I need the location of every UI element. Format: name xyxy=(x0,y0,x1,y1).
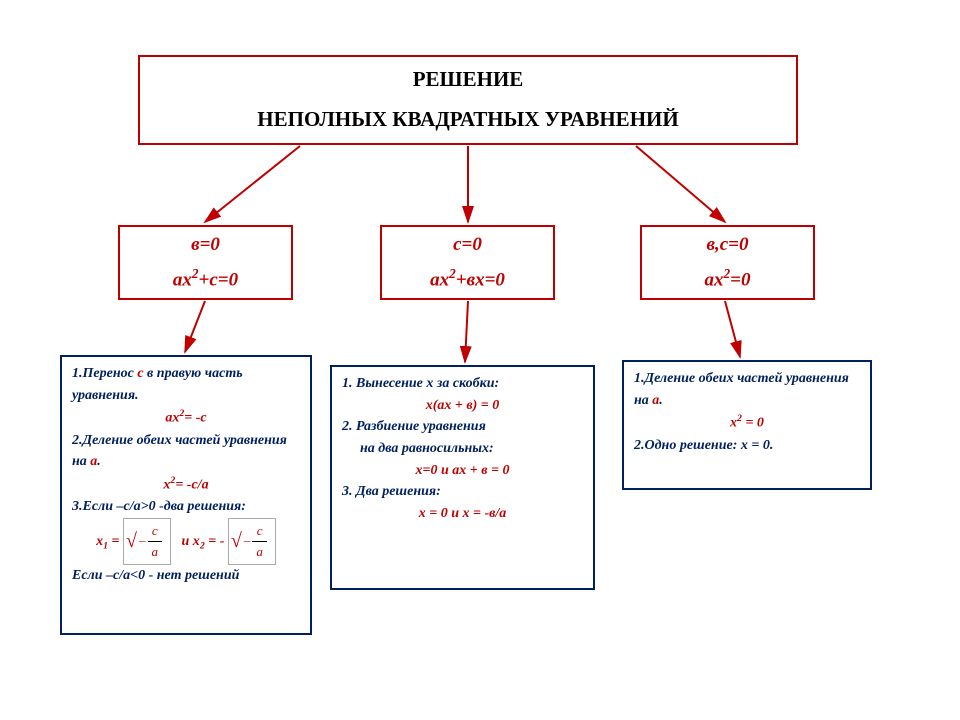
title-box: РЕШЕНИЕ НЕПОЛНЫХ КВАДРАТНЫХ УРАВНЕНИЙ xyxy=(138,55,798,145)
title-line2: НЕПОЛНЫХ КВАДРАТНЫХ УРАВНЕНИЙ xyxy=(257,100,678,140)
eq-pre: ах xyxy=(705,269,724,290)
sl-l4: х2= -с/а xyxy=(72,473,300,496)
sm-l7: х = 0 и х = -в/а xyxy=(342,503,583,525)
case-cond: в=0 xyxy=(191,228,220,262)
eq-post: =0 xyxy=(730,269,750,290)
sqrt-icon: √–ca xyxy=(123,518,171,565)
case-eq: ах2=0 xyxy=(705,262,751,298)
sm-l3: 2. Разбиение уравнения xyxy=(342,416,583,438)
solution-c0: 1. Вынесение х за скобки: х(ах + в) = 0 … xyxy=(330,365,595,590)
sqrt-icon: √–ca xyxy=(228,518,276,565)
solution-bc0: 1.Деление обеих частей уравнения на а. х… xyxy=(622,360,872,490)
sr-l1: 1.Деление обеих частей уравнения на а. xyxy=(634,368,860,411)
sl-l7: Если –с/а<0 - нет решений xyxy=(72,565,300,587)
case-eq: ах2+с=0 xyxy=(173,262,238,298)
sm-l5: х=0 и ах + в = 0 xyxy=(342,460,583,482)
sl-l1: 1.Перенос с в правую часть уравнения. xyxy=(72,363,300,406)
case-b0: в=0 ах2+с=0 xyxy=(118,225,293,300)
eq-post: +с=0 xyxy=(199,269,239,290)
sr-l3: 2.Одно решение: х = 0. xyxy=(634,435,860,457)
eq-pre: ах xyxy=(430,269,449,290)
eq-pre: ах xyxy=(173,269,192,290)
eq-sup: 2 xyxy=(449,266,456,281)
sm-l6: 3. Два решения: xyxy=(342,481,583,503)
case-eq: ах2+вх=0 xyxy=(430,262,505,298)
eq-post: +вх=0 xyxy=(456,269,505,290)
sm-l1: 1. Вынесение х за скобки: xyxy=(342,373,583,395)
sm-l4: на два равносильных: xyxy=(342,438,583,460)
sr-l2: х2 = 0 xyxy=(634,411,860,434)
case-cond: с=0 xyxy=(453,228,482,262)
solution-b0: 1.Перенос с в правую часть уравнения. ах… xyxy=(60,355,312,635)
sl-l6: х1 = √–ca и х2 = - √–ca xyxy=(72,518,300,565)
eq-sup: 2 xyxy=(192,266,199,281)
sl-l5: 3.Если –с/а>0 -два решения: xyxy=(72,496,300,518)
title-line1: РЕШЕНИЕ xyxy=(413,60,524,100)
case-c0: с=0 ах2+вх=0 xyxy=(380,225,555,300)
sm-l2: х(ах + в) = 0 xyxy=(342,395,583,417)
case-cond: в,с=0 xyxy=(707,228,749,262)
sl-l2: ах2= -с xyxy=(72,406,300,429)
sl-l3: 2.Деление обеих частей уравнения на а. xyxy=(72,430,300,473)
case-bc0: в,с=0 ах2=0 xyxy=(640,225,815,300)
